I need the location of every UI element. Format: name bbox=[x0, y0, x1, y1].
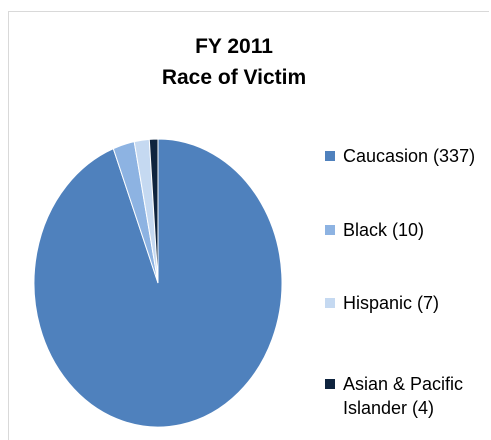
pie-slices bbox=[34, 139, 282, 427]
